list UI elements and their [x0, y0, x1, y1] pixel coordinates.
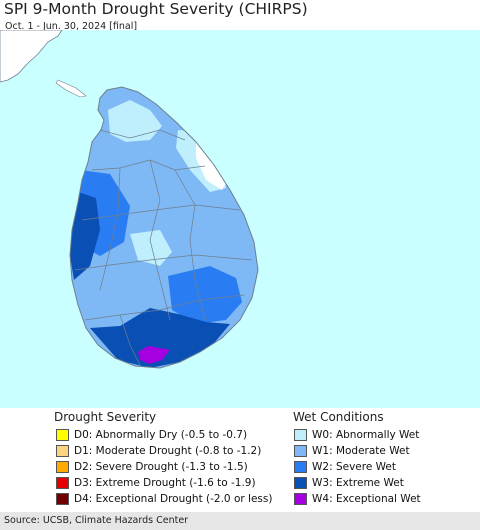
legend-label-w0: W0: Abnormally Wet	[312, 429, 420, 441]
legend-swatch-d3	[56, 477, 69, 489]
no-anomaly-east	[196, 142, 228, 190]
legend-item-d4: D4: Exceptional Drought (-2.0 or less)	[56, 492, 272, 506]
island-outline	[69, 86, 259, 369]
legend-label-d4: D4: Exceptional Drought (-2.0 or less)	[74, 493, 273, 505]
wet-w4-south	[138, 346, 170, 364]
legend-swatch-w0	[294, 429, 307, 441]
legend-label-d1: D1: Moderate Drought (-0.8 to -1.2)	[74, 445, 262, 457]
map-subtitle: Oct. 1 - Jun. 30, 2024 [final]	[5, 21, 138, 32]
india-coast	[0, 30, 63, 83]
legend-swatch-d1	[56, 445, 69, 457]
wet-w3-south	[90, 308, 230, 368]
legend-label-w2: W2: Severe Wet	[312, 461, 396, 473]
drought-map	[0, 30, 480, 408]
wet-w0-center	[130, 230, 172, 266]
legend-label-d0: D0: Abnormally Dry (-0.5 to -0.7)	[74, 429, 248, 441]
legend-item-d1: D1: Moderate Drought (-0.8 to -1.2)	[56, 444, 261, 458]
mannar-island	[55, 79, 87, 98]
legend-swatch-w2	[294, 461, 307, 473]
source-credit: Source: UCSB, Climate Hazards Center	[4, 515, 189, 526]
legend-item-d0: D0: Abnormally Dry (-0.5 to -0.7)	[56, 428, 247, 442]
legend-swatch-w3	[294, 477, 307, 489]
legend-item-d3: D3: Extreme Drought (-1.6 to -1.9)	[56, 476, 256, 490]
district-boundaries	[74, 129, 253, 366]
legend-label-d3: D3: Extreme Drought (-1.6 to -1.9)	[74, 477, 256, 489]
legend-label-w4: W4: Exceptional Wet	[312, 493, 421, 505]
legend-label-w1: W1: Moderate Wet	[312, 445, 410, 457]
legend-item-d2: D2: Severe Drought (-1.3 to -1.5)	[56, 460, 248, 474]
legend-swatch-w4	[294, 493, 307, 505]
legend-wet-title: Wet Conditions	[293, 410, 384, 424]
legend-item-w2: W2: Severe Wet	[294, 460, 396, 474]
legend-swatch-w1	[294, 445, 307, 457]
legend-swatch-d2	[56, 461, 69, 473]
legend-swatch-d0	[56, 429, 69, 441]
legend-item-w0: W0: Abnormally Wet	[294, 428, 419, 442]
legend-drought-title: Drought Severity	[54, 410, 157, 424]
legend-swatch-d4	[56, 493, 69, 505]
legend-item-w1: W1: Moderate Wet	[294, 444, 410, 458]
legend-label-d2: D2: Severe Drought (-1.3 to -1.5)	[74, 461, 248, 473]
wet-w0-north	[108, 100, 162, 142]
legend-item-w3: W3: Extreme Wet	[294, 476, 404, 490]
map-title: SPI 9-Month Drought Severity (CHIRPS)	[4, 0, 308, 18]
footer-bar: Source: UCSB, Climate Hazards Center	[0, 512, 480, 530]
wet-w2-southeast	[168, 266, 242, 324]
legend-item-w4: W4: Exceptional Wet	[294, 492, 421, 506]
legend-label-w3: W3: Extreme Wet	[312, 477, 404, 489]
